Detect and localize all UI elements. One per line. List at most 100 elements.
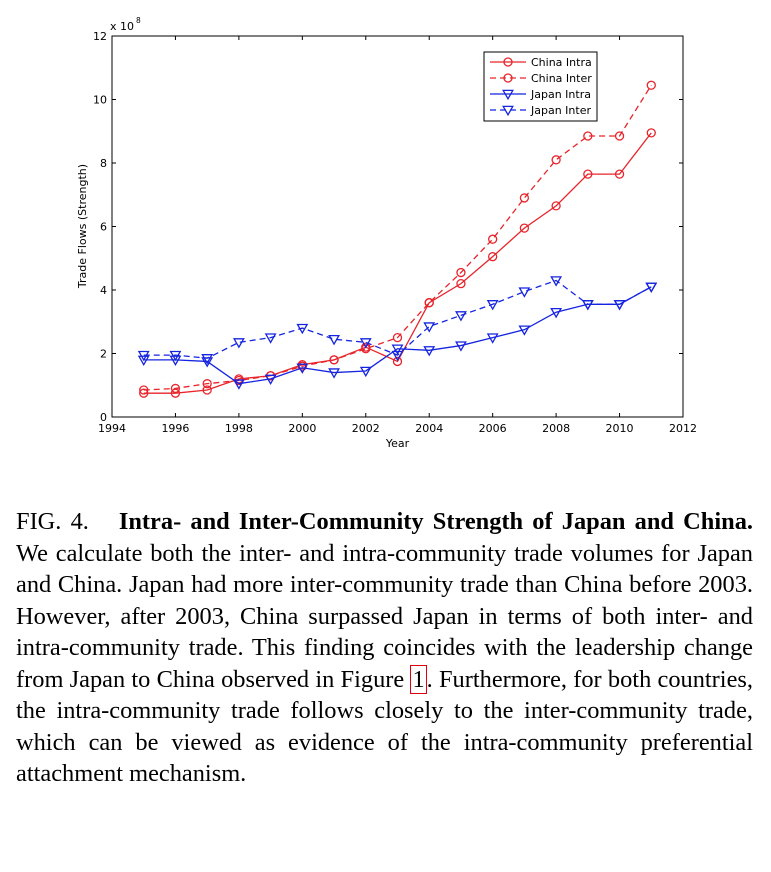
legend-marker-japan-inter bbox=[502, 105, 514, 117]
legend-item-japan-intra: Japan Intra bbox=[490, 88, 591, 101]
y-scale-note: x 10 bbox=[110, 20, 134, 33]
point-japan-inter-2005 bbox=[455, 311, 467, 322]
point-japan-intra-1999 bbox=[264, 374, 277, 386]
point-china-intra-2005 bbox=[456, 278, 466, 289]
x-tick-label-2002: 2002 bbox=[352, 422, 380, 435]
point-japan-intra-2007 bbox=[518, 325, 531, 336]
point-china-inter-1995 bbox=[139, 385, 149, 395]
point-japan-inter-2004 bbox=[423, 322, 436, 333]
legend-marker-china-inter bbox=[503, 73, 513, 83]
y-tick-label-12: 12 bbox=[93, 30, 107, 43]
point-china-inter-2009 bbox=[583, 131, 593, 141]
axis-layer: 1994 1996 1998 2000 2002 2004 2006 2008 2 0 10 2012… bbox=[93, 30, 697, 435]
series-china-inter bbox=[139, 80, 656, 395]
point-japan-inter-1995 bbox=[137, 350, 150, 362]
figure-label: FIG. 4. bbox=[16, 508, 89, 535]
y-tick-label-8: 8 bbox=[100, 157, 107, 170]
x-tick-label-1998: 1998 bbox=[225, 422, 253, 435]
point-japan-inter-2008 bbox=[550, 276, 563, 287]
x-tick-label-2000: 2000 bbox=[288, 422, 316, 435]
series-china-intra bbox=[139, 128, 656, 398]
legend-marker-china-intra bbox=[503, 57, 513, 67]
legend-label-china-inter: China Inter bbox=[531, 72, 592, 85]
series-line-japan-inter bbox=[143, 279, 652, 359]
point-japan-intra-2003 bbox=[391, 344, 404, 355]
series-japan-inter bbox=[137, 276, 658, 365]
point-japan-inter-1996 bbox=[169, 350, 182, 362]
point-china-intra-2008 bbox=[551, 201, 561, 211]
legend-item-china-intra: China Intra bbox=[490, 56, 592, 69]
point-japan-intra-2006 bbox=[486, 333, 499, 344]
point-japan-inter-2009 bbox=[581, 300, 594, 311]
point-japan-inter-2003 bbox=[391, 350, 404, 362]
point-japan-inter-2010 bbox=[613, 300, 626, 311]
caption-body: We calculate both the inter- and intra-c… bbox=[16, 539, 753, 693]
point-china-inter-1997 bbox=[202, 379, 212, 389]
point-china-inter-2007 bbox=[519, 193, 530, 203]
point-japan-intra-2005 bbox=[455, 341, 467, 352]
point-japan-intra-2000 bbox=[296, 363, 309, 374]
series-line-china-intra bbox=[143, 132, 652, 394]
legend: China Intra China Inter Japan Intra Japan I… bbox=[483, 51, 598, 122]
point-japan-inter-2011 bbox=[645, 282, 658, 293]
point-japan-inter-2002 bbox=[359, 338, 372, 349]
point-japan-intra-2001 bbox=[328, 368, 340, 379]
series-line-japan-intra bbox=[143, 286, 652, 385]
x-tick-label-1996: 1996 bbox=[161, 422, 189, 435]
point-china-inter-2001 bbox=[329, 355, 339, 365]
point-china-intra-2010 bbox=[614, 169, 625, 179]
point-china-inter-2008 bbox=[551, 155, 561, 165]
legend-item-china-inter: China Inter bbox=[490, 72, 592, 85]
point-china-intra-2003 bbox=[392, 356, 403, 367]
series-line-china-inter bbox=[143, 84, 652, 391]
y-tick-label-4: 4 bbox=[100, 284, 107, 297]
series-layer bbox=[137, 80, 658, 398]
point-china-inter-2005 bbox=[456, 267, 466, 278]
point-china-inter-2011 bbox=[646, 80, 656, 90]
point-china-inter-2006 bbox=[488, 234, 498, 244]
point-japan-intra-2002 bbox=[359, 366, 372, 378]
y-tick-label-6: 6 bbox=[100, 221, 107, 234]
point-china-intra-2009 bbox=[583, 169, 593, 179]
point-japan-inter-2007 bbox=[518, 287, 531, 298]
figure-caption: FIG. 4. Intra- and Inter-Community Streng… bbox=[16, 506, 753, 790]
point-japan-inter-1999 bbox=[264, 333, 277, 344]
legend-item-japan-inter: Japan Inter bbox=[490, 104, 591, 117]
point-japan-intra-1996 bbox=[169, 355, 182, 366]
legend-marker-japan-intra bbox=[502, 89, 514, 101]
point-japan-intra-1998 bbox=[232, 379, 245, 390]
series-japan-intra bbox=[137, 282, 658, 390]
point-japan-inter-2000 bbox=[296, 323, 309, 335]
point-japan-inter-2001 bbox=[328, 334, 340, 346]
y-tick-label-0: 0 bbox=[100, 411, 107, 424]
x-tick-label-2006: 2006 bbox=[479, 422, 507, 435]
y-axis-label: Trade Flows (Strength) bbox=[76, 164, 89, 289]
point-japan-intra-2004 bbox=[423, 346, 436, 357]
x-tick-label-1994: 1994 bbox=[98, 422, 126, 435]
figure-title: Intra- and Inter-Community Strength of J… bbox=[118, 508, 753, 535]
point-china-intra-1997 bbox=[202, 385, 212, 395]
point-japan-intra-2008 bbox=[550, 307, 563, 319]
x-tick-label-2008: 2008 bbox=[542, 422, 570, 435]
point-japan-inter-1998 bbox=[232, 338, 245, 349]
point-china-intra-1996 bbox=[170, 388, 181, 398]
point-china-intra-1995 bbox=[139, 388, 149, 398]
figure-reference-link[interactable]: 1 bbox=[410, 664, 427, 694]
point-china-inter-2010 bbox=[614, 131, 625, 141]
point-china-inter-2003 bbox=[392, 332, 403, 343]
legend-label-china-intra: China Intra bbox=[531, 56, 592, 69]
point-japan-inter-1997 bbox=[201, 354, 214, 365]
y-tick-label-10: 10 bbox=[93, 94, 107, 107]
x-tick-label-2004: 2004 bbox=[415, 422, 443, 435]
y-scale-exponent: 8 bbox=[136, 16, 141, 25]
legend-label-japan-inter: Japan Inter bbox=[530, 104, 591, 117]
point-china-intra-2011 bbox=[646, 128, 656, 138]
y-tick-label-2: 2 bbox=[100, 348, 107, 361]
legend-label-japan-intra: Japan Intra bbox=[530, 88, 591, 101]
point-china-inter-1996 bbox=[170, 383, 181, 394]
point-china-intra-2007 bbox=[519, 223, 530, 233]
point-japan-inter-2006 bbox=[486, 300, 499, 311]
point-china-inter-2004 bbox=[424, 298, 434, 308]
x-tick-label-2012: 2012 bbox=[669, 422, 697, 435]
point-china-intra-2006 bbox=[488, 252, 498, 262]
